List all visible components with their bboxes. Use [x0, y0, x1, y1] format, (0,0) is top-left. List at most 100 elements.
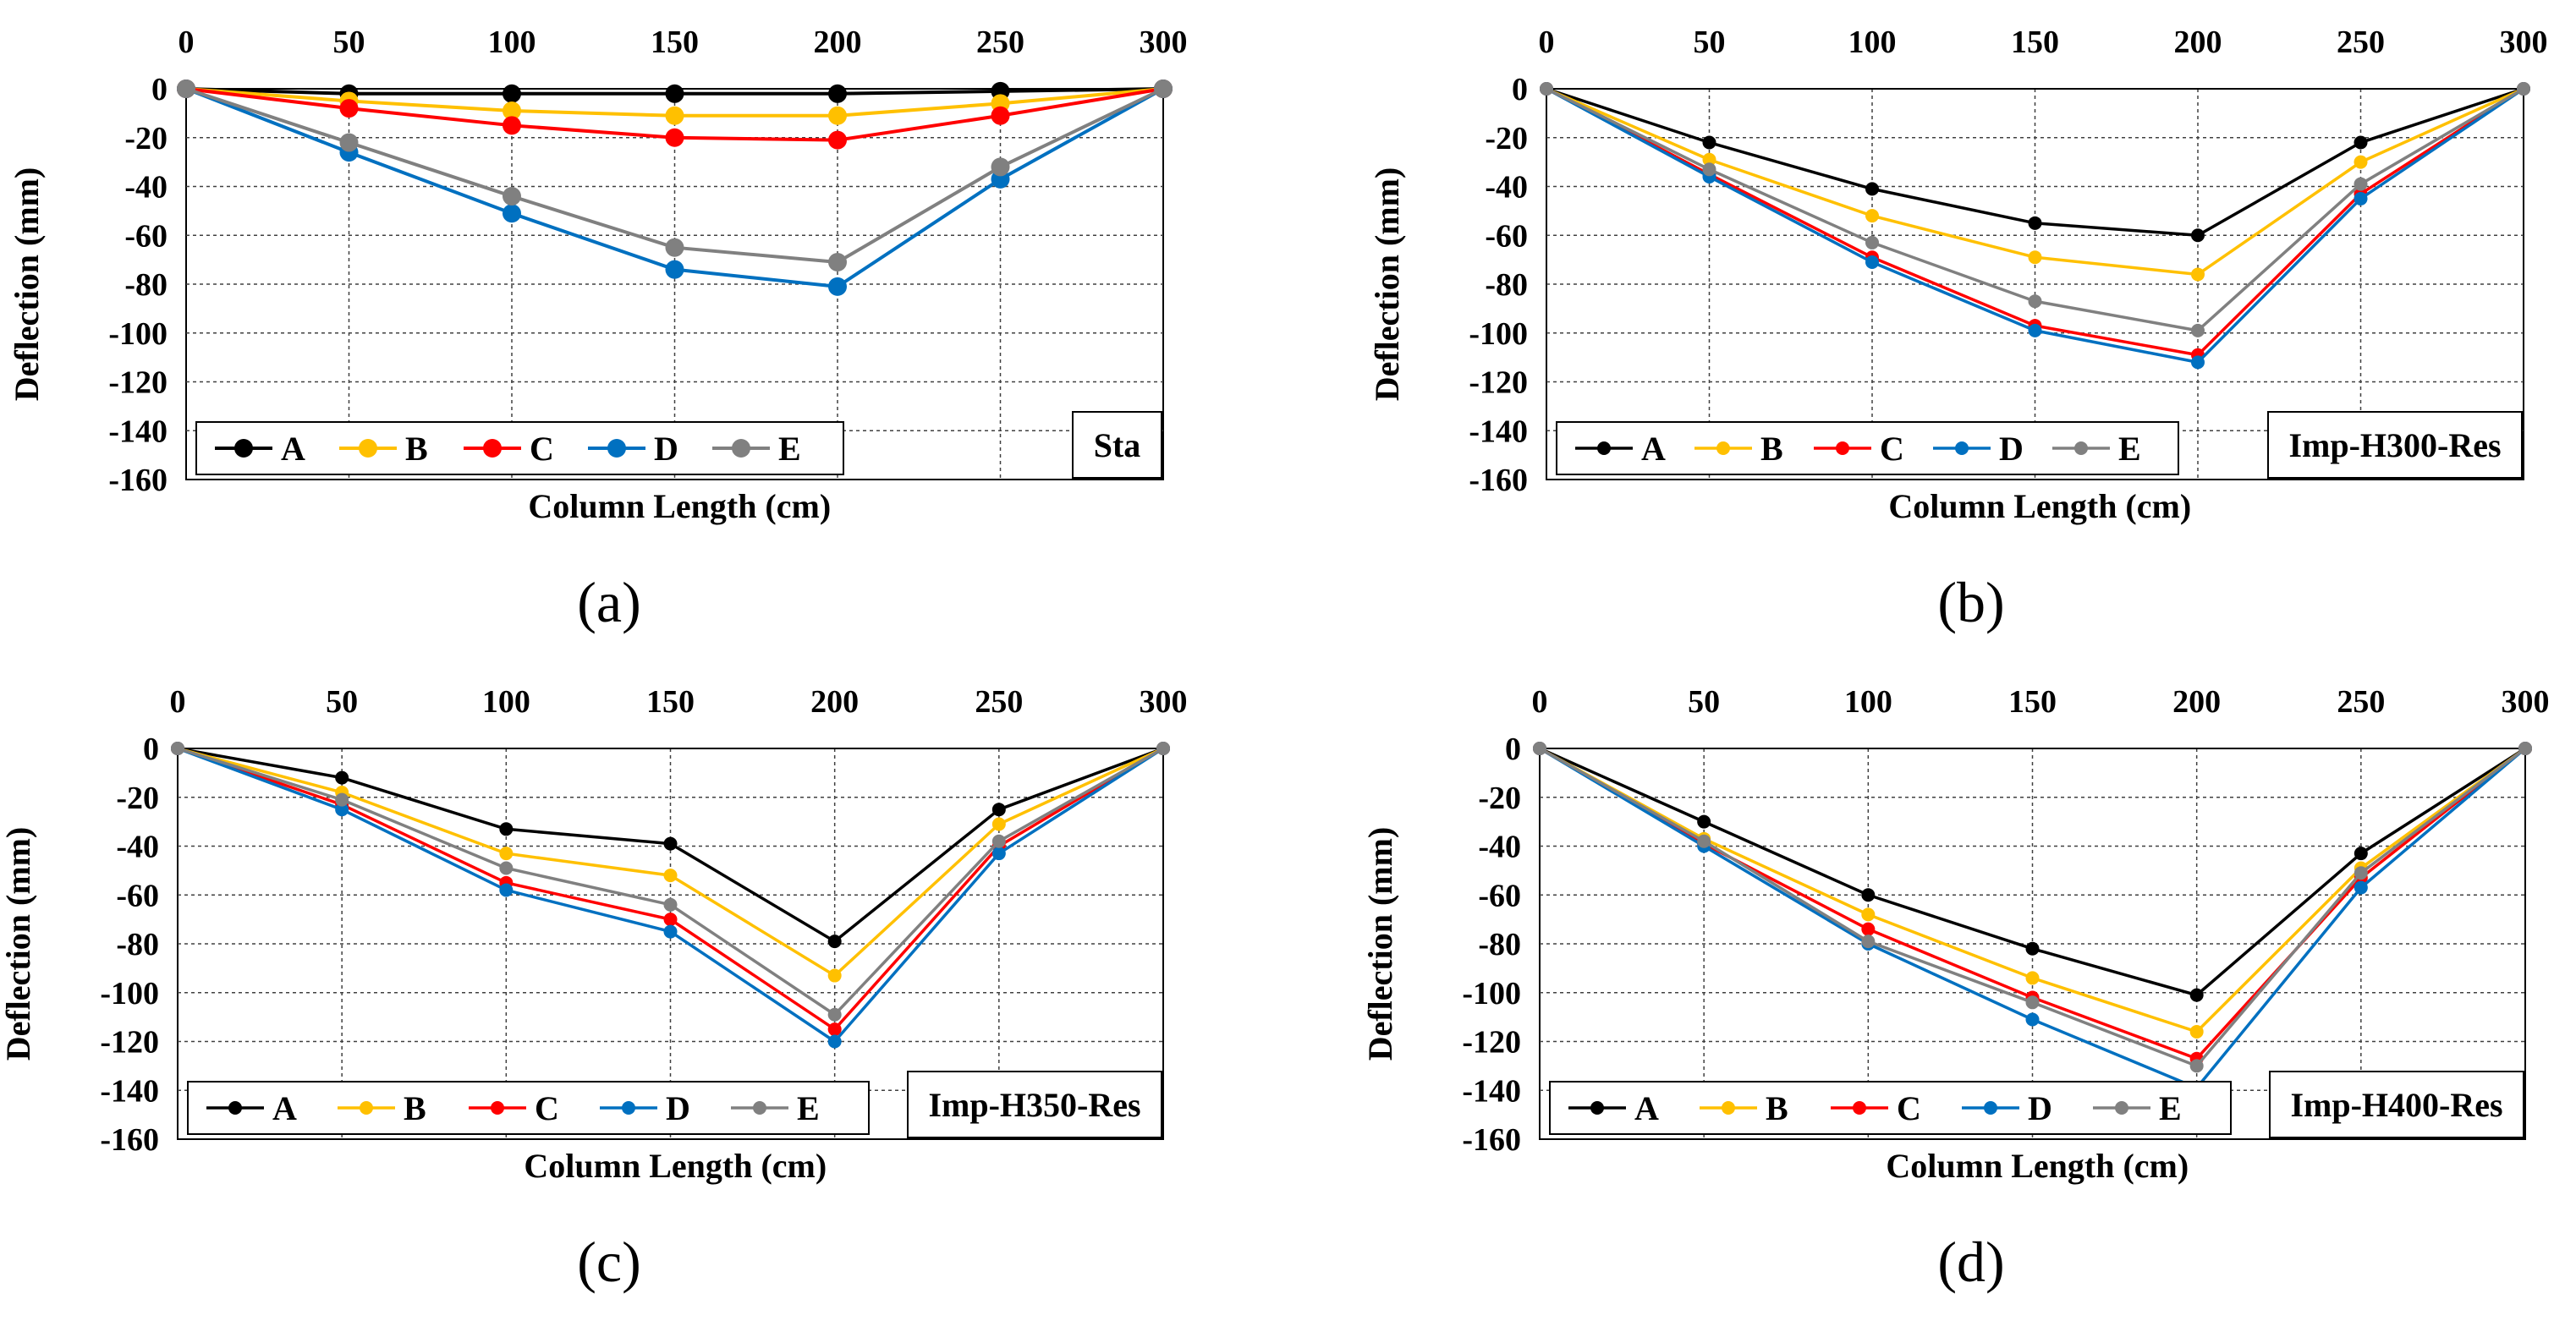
data-point-d [2354, 880, 2368, 895]
legend-swatch-marker [607, 439, 626, 458]
data-point-c [827, 1022, 842, 1037]
y-tick-label: 0 [1512, 72, 1528, 107]
legend-swatch-marker [483, 439, 502, 458]
y-tick-label: -80 [116, 927, 159, 962]
legend-label-a: A [1641, 430, 1666, 468]
chart-panel-b: 0 50 100 150 200 250 300 0 -20 -40 -60 -80 -100 -120 -… [1368, 25, 2548, 634]
y-tick-label: -20 [1485, 121, 1528, 156]
data-point-a [2189, 988, 2204, 1002]
x-tick-label: 0 [179, 25, 195, 60]
y-tick-label: -40 [116, 830, 159, 865]
x-tick-label: 0 [170, 684, 186, 720]
y-tick-label: -80 [1478, 927, 1521, 962]
data-point-b [2025, 971, 2040, 985]
data-point-d [503, 204, 521, 223]
y-tick-label: -40 [1478, 830, 1521, 865]
legend-label-e: E [2159, 1089, 2182, 1127]
y-tick-label: -40 [1485, 170, 1528, 206]
x-tick-label: 100 [482, 684, 530, 720]
legend-swatch-marker [234, 439, 253, 458]
data-point-e [1697, 834, 1711, 848]
data-point-e [177, 79, 195, 98]
legend-swatch-marker [491, 1101, 504, 1115]
legend-label-e: E [778, 430, 801, 468]
panel-tag-box [2269, 1071, 2524, 1138]
data-point-b [663, 869, 678, 883]
panel-tag-box [2267, 411, 2523, 479]
legend-label-b: B [1760, 430, 1783, 468]
panel-caption: (c) [577, 1230, 640, 1294]
data-point-c [665, 128, 684, 147]
data-point-e [991, 834, 1006, 848]
y-tick-label: 0 [151, 72, 168, 107]
chart-panel-d: 0 50 100 150 200 250 300 0 -20 -40 -60 -80 -100 -120 -… [1361, 684, 2550, 1294]
data-point-d [827, 1034, 842, 1049]
y-tick-label: -160 [100, 1122, 159, 1158]
legend-swatch-marker [1722, 1101, 1735, 1115]
legend-swatch-marker [2115, 1101, 2128, 1115]
legend-label-c: C [1880, 430, 1904, 468]
data-point-e [991, 157, 1010, 177]
legend-swatch-marker [1984, 1101, 1997, 1115]
data-point-b [1861, 907, 1876, 922]
y-tick-label: -100 [108, 316, 168, 352]
y-tick-label: -60 [1485, 218, 1528, 254]
data-point-e [335, 792, 349, 807]
legend-swatch-marker [2074, 441, 2088, 455]
data-point-e [1861, 935, 1876, 949]
y-tick-label: -100 [100, 976, 159, 1011]
data-point-a [2354, 135, 2368, 150]
y-tick-label: -20 [124, 121, 168, 156]
y-axis-title: Deflection (mm) [8, 167, 46, 402]
data-point-e [2354, 177, 2368, 191]
panel-tag-label: Sta [1094, 426, 1141, 464]
legend: A B C D E [195, 421, 844, 475]
data-point-e [2025, 995, 2040, 1010]
data-point-d [499, 883, 514, 897]
data-point-a [1865, 182, 1879, 196]
y-tick-label: -80 [124, 267, 168, 303]
data-point-b [828, 106, 847, 125]
data-point-e [171, 742, 184, 755]
data-point-d [2191, 355, 2205, 370]
legend-swatch-marker [1590, 1101, 1604, 1115]
data-point-d [991, 847, 1006, 861]
legend-swatch-marker [1836, 441, 1849, 455]
legend-swatch-marker [1853, 1101, 1866, 1115]
x-tick-label: 200 [2174, 25, 2222, 60]
data-point-d [2354, 191, 2368, 206]
data-point-b [1702, 152, 1716, 167]
legend: A B C D E [187, 1081, 870, 1135]
data-point-a [828, 84, 847, 103]
data-point-b [2354, 155, 2368, 169]
legend-swatch-marker [1597, 441, 1611, 455]
x-tick-label: 50 [1688, 684, 1720, 720]
x-tick-label: 300 [2502, 684, 2550, 720]
data-point-c [339, 99, 359, 118]
data-point-a [335, 770, 349, 785]
data-point-a [1702, 135, 1716, 150]
legend-label-a: A [1634, 1089, 1659, 1127]
data-point-c [503, 116, 521, 135]
chart-panel-c: 0 50 100 150 200 250 300 0 -20 -40 -60 -80 -100 -120 -… [0, 684, 1188, 1294]
legend-label-a: A [281, 430, 305, 468]
legend: A B C D E [1549, 1081, 2232, 1135]
data-point-b [2028, 250, 2042, 265]
y-tick-label: -140 [108, 414, 168, 449]
y-tick-label: -140 [100, 1073, 159, 1109]
x-axis-title: Column Length (cm) [1886, 1147, 2189, 1185]
x-tick-label: 0 [1532, 684, 1548, 720]
data-point-b [2189, 1024, 2204, 1039]
x-tick-label: 50 [326, 684, 358, 720]
x-tick-label: 250 [2337, 684, 2385, 720]
x-tick-label: 250 [976, 25, 1024, 60]
data-point-d [663, 924, 678, 939]
y-axis-title: Deflection (mm) [0, 827, 37, 1061]
legend-label-d: D [1999, 430, 2024, 468]
data-point-e [1156, 742, 1170, 755]
data-point-e [1865, 235, 1879, 249]
x-axis-title: Column Length (cm) [524, 1147, 827, 1185]
data-point-e [499, 861, 514, 875]
data-point-e [339, 133, 359, 152]
